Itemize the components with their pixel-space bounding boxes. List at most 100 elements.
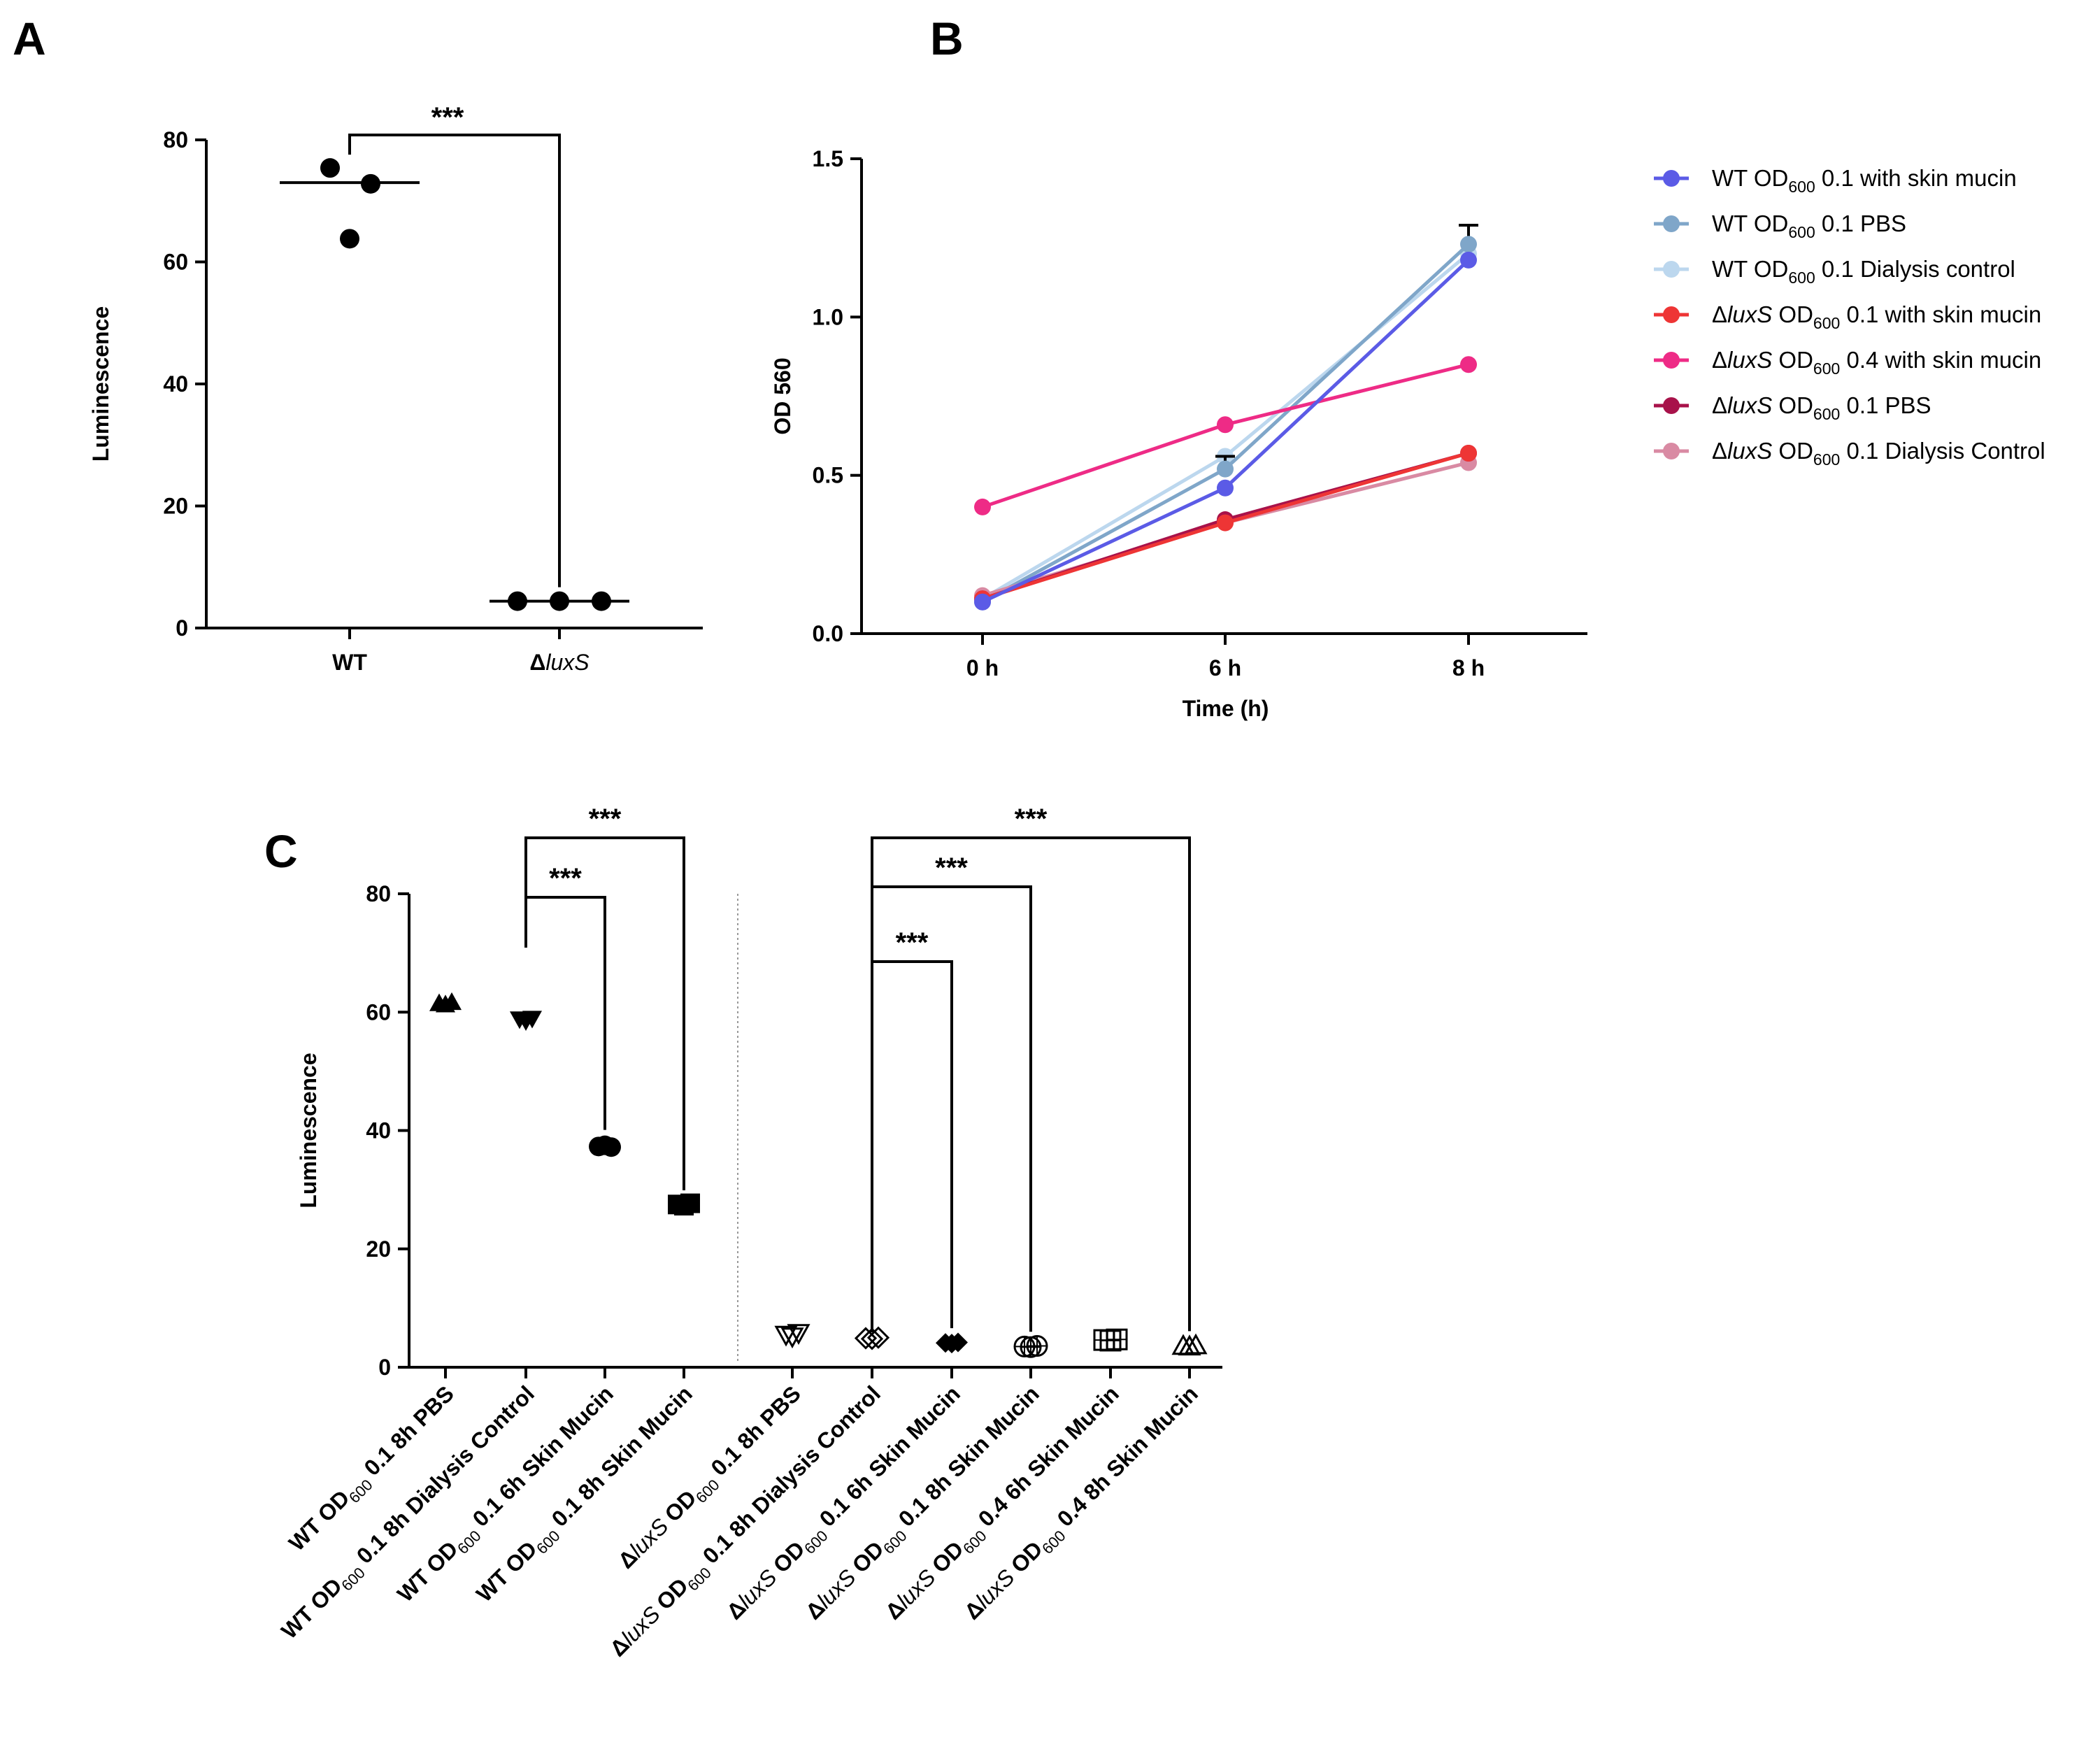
legend-subscript: 600 [1813, 450, 1840, 469]
data-point [1217, 461, 1234, 478]
legend-od: OD [1772, 347, 1813, 373]
y-tick-label: 60 [163, 250, 188, 275]
y-axis-title: Luminescence [88, 306, 113, 462]
legend-entry: ΔluxS OD600 0.1 with skin mucin [1712, 301, 2041, 332]
legend-suffix: 0.1 with skin mucin [1815, 165, 2017, 191]
legend-entry: ΔluxS OD600 0.1 PBS [1712, 392, 1931, 423]
legend-prefix: WT OD [1712, 165, 1788, 191]
legend-italic: luxS [1727, 347, 1772, 373]
legend-prefix: WT OD [1712, 211, 1788, 236]
legend-subscript: 600 [1813, 359, 1840, 378]
legend-suffix: 0.1 with skin mucin [1840, 301, 2041, 327]
y-tick-label: 0 [176, 615, 188, 641]
data-point [1217, 416, 1234, 433]
x-label-od: WT OD [392, 1536, 463, 1607]
y-axis-title: OD 560 [770, 357, 795, 434]
legend-prefix: WT OD [1712, 256, 1788, 282]
legend-subscript: 600 [1813, 314, 1840, 332]
significance-bracket [872, 962, 952, 1332]
data-point [1217, 515, 1234, 532]
significance-stars: *** [935, 853, 968, 883]
legend-italic: luxS [1727, 301, 1772, 327]
x-label-suffix: 0.1 6h Skin Mucin [810, 1381, 965, 1536]
data-point [592, 592, 611, 611]
x-axis-title: Time (h) [1183, 696, 1269, 721]
data-point [1460, 252, 1477, 269]
legend-marker [1663, 352, 1680, 369]
x-label-od: WT OD [276, 1573, 347, 1643]
y-tick-label: 80 [366, 881, 391, 906]
x-label-delta: Δ [529, 650, 545, 675]
panel-c-chart: 020406080LuminescenceWT OD600 0.1 8h PBS… [276, 804, 1222, 1664]
y-tick-label: 40 [163, 371, 188, 397]
x-label-italic: luxS [545, 650, 589, 675]
panel-label-c: C [264, 825, 298, 877]
legend-entry: ΔluxS OD600 0.4 with skin mucin [1712, 347, 2041, 378]
x-label-od: WT OD [471, 1536, 542, 1607]
legend-delta: Δ [1712, 438, 1727, 464]
legend-subscript: 600 [1788, 223, 1815, 241]
x-label-suffix: 0.1 6h Skin Mucin [463, 1381, 618, 1536]
y-tick-label: 0.0 [813, 621, 843, 646]
legend-od: OD [1772, 301, 1813, 327]
data-point [320, 158, 340, 178]
legend-marker [1663, 443, 1680, 459]
legend-subscript: 600 [1788, 178, 1815, 196]
y-tick-label: 20 [366, 1236, 391, 1262]
significance-stars: *** [549, 863, 582, 894]
y-tick-label: 1.5 [813, 146, 843, 171]
x-label-suffix: 0.4 6h Skin Mucin [969, 1381, 1124, 1536]
x-tick-label: 8 h [1452, 655, 1485, 680]
legend-entry: WT OD600 0.1 Dialysis control [1712, 256, 2015, 287]
y-tick-label: 80 [163, 127, 188, 152]
legend-marker [1663, 261, 1680, 278]
data-point [601, 1137, 621, 1157]
legend-entry: ΔluxS OD600 0.1 Dialysis Control [1712, 438, 2045, 469]
x-tick-label: ΔluxS [529, 650, 589, 675]
data-point [1460, 445, 1477, 462]
data-point [974, 499, 991, 515]
panel-label-b: B [930, 13, 964, 64]
legend-subscript: 600 [1813, 405, 1840, 423]
y-tick-label: 1.0 [813, 304, 843, 329]
panel-label-a: A [13, 13, 46, 64]
panel-b-chart: 0.00.51.01.50 h6 h8 hTime (h)OD 560 [770, 146, 1587, 721]
significance-stars: *** [431, 102, 464, 133]
legend-suffix: 0.1 Dialysis control [1815, 256, 2015, 282]
significance-stars: *** [589, 804, 622, 834]
x-tick-label: 6 h [1209, 655, 1241, 680]
significance-stars: *** [1015, 804, 1048, 834]
y-tick-label: 0 [378, 1355, 391, 1380]
y-tick-label: 60 [366, 999, 391, 1025]
legend-od: OD [1772, 438, 1813, 464]
data-point [974, 594, 991, 611]
legend-suffix: 0.1 Dialysis Control [1840, 438, 2045, 464]
legend-entry: WT OD600 0.1 PBS [1712, 211, 1906, 241]
legend-italic: luxS [1727, 438, 1772, 464]
legend-suffix: 0.1 PBS [1815, 211, 1906, 236]
y-tick-label: 20 [163, 494, 188, 519]
legend-entry: WT OD600 0.1 with skin mucin [1712, 165, 2017, 196]
x-tick-label: WT [332, 650, 367, 675]
legend-od: OD [1772, 392, 1813, 418]
x-label-od: WT OD [284, 1485, 355, 1556]
data-point [550, 592, 569, 611]
x-label-suffix: 0.4 8h Skin Mucin [1048, 1381, 1203, 1536]
legend-delta: Δ [1712, 301, 1727, 327]
legend-delta: Δ [1712, 347, 1727, 373]
legend-marker [1663, 306, 1680, 323]
legend-suffix: 0.1 PBS [1840, 392, 1931, 418]
data-point [1217, 480, 1234, 497]
y-axis-title: Luminescence [296, 1053, 321, 1208]
legend-italic: luxS [1727, 392, 1772, 418]
significance-bracket [350, 135, 559, 587]
y-tick-label: 40 [366, 1118, 391, 1143]
legend-marker [1663, 397, 1680, 414]
data-point [1460, 236, 1477, 252]
legend-delta: Δ [1712, 392, 1727, 418]
data-point [680, 1194, 700, 1213]
data-point [508, 592, 527, 611]
x-label-suffix: 0.1 8h Skin Mucin [889, 1381, 1044, 1536]
